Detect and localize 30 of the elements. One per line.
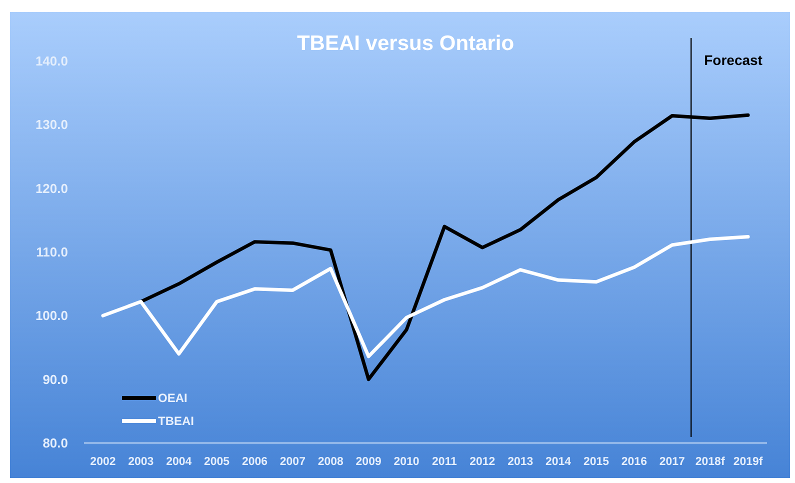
- x-tick-label: 2005: [204, 456, 230, 468]
- line-series: [101, 234, 750, 358]
- x-tick-label: 2013: [508, 456, 534, 468]
- x-tick-label: 2003: [128, 456, 154, 468]
- legend-label: TBEAI: [158, 414, 194, 428]
- x-tick-label: 2016: [621, 456, 647, 468]
- legend-label: OEAI: [158, 391, 188, 406]
- y-tick-label: 100.0: [35, 308, 68, 324]
- ref-line-label: Forecast: [704, 52, 763, 68]
- x-tick-label: 2011: [432, 456, 458, 468]
- x-tick-label: 2002: [90, 456, 116, 468]
- x-tick-label: 2010: [394, 456, 420, 468]
- x-tick-label: 2015: [583, 456, 610, 468]
- x-tick-label: 2004: [166, 456, 192, 468]
- x-tick-label: 2014: [546, 456, 572, 468]
- x-tick-label: 2017: [659, 456, 685, 468]
- y-tick-label: 140.0: [35, 54, 68, 69]
- y-tick-label: 120.0: [35, 180, 68, 196]
- x-tick-label: 2009: [356, 456, 382, 468]
- x-tick-label: 2007: [280, 456, 306, 468]
- y-tick-label: 80.0: [42, 436, 68, 451]
- x-tick-label: 2008: [318, 456, 344, 468]
- x-tick-label: 2018f: [695, 456, 725, 468]
- y-tick-label: 110.0: [36, 244, 68, 260]
- y-tick-label: 90.0: [42, 372, 68, 387]
- y-tick-label: 130.0: [35, 117, 68, 132]
- chart-title: TBEAI versus Ontario: [296, 32, 514, 55]
- x-tick-label: 2012: [470, 456, 496, 468]
- x-tick-label: 2006: [242, 456, 268, 468]
- x-tick-label: 2019f: [733, 456, 763, 468]
